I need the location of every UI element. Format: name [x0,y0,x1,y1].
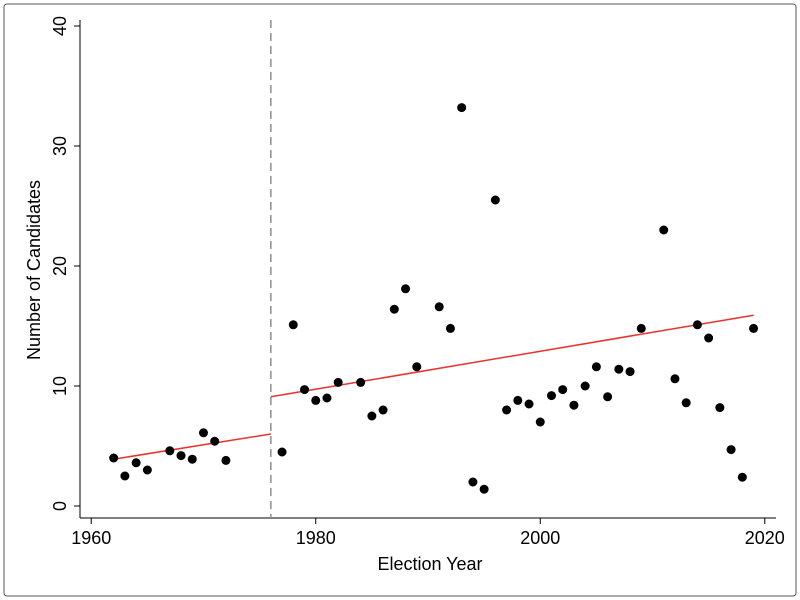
data-point [468,477,478,487]
data-point [704,333,714,343]
x-axis-label: Election Year [377,554,482,574]
data-point [726,445,736,455]
data-point [659,225,669,235]
data-point [401,284,411,294]
data-point [277,447,287,457]
data-point [625,367,635,377]
data-point [715,403,725,413]
data-point [389,304,399,314]
data-point [367,411,377,421]
fit-line [270,314,754,398]
data-point [210,436,220,446]
fit-lines [113,314,754,460]
x-axis: 1960 1980 2000 2020 [71,517,785,548]
data-point [681,398,691,408]
data-point [569,400,579,410]
data-point [322,393,332,403]
x-tick-label: 2020 [745,528,785,548]
data-point [311,395,321,405]
y-tick-label: 30 [50,136,70,156]
data-point [333,377,343,387]
y-tick-label: 20 [50,256,70,276]
data-point [580,381,590,391]
data-point [120,471,130,481]
data-point [513,395,523,405]
data-point [490,195,500,205]
data-point [524,399,534,409]
plot-frame [3,3,797,597]
y-tick-label: 10 [50,376,70,396]
data-point [131,458,141,468]
data-points [109,103,759,494]
data-point [502,405,512,415]
data-point [737,472,747,482]
data-point [109,453,119,463]
data-point [288,320,298,330]
data-point [187,454,197,464]
data-point [412,362,422,372]
data-point [614,364,624,374]
data-point [457,103,467,113]
data-point [692,320,702,330]
data-point [434,302,444,312]
data-point [142,465,152,475]
data-point [165,446,175,456]
data-point [558,385,568,395]
data-point [603,392,613,402]
x-tick-label: 2000 [520,528,560,548]
data-point [479,484,489,494]
y-axis-label: Number of Candidates [24,180,44,360]
data-point [176,451,186,461]
y-axis: 0 10 20 30 40 [50,16,81,518]
x-tick-label: 1960 [71,528,111,548]
fit-line [113,433,271,460]
data-point [670,374,680,384]
y-tick-label: 40 [50,16,70,36]
x-tick-label: 1980 [296,528,336,548]
data-point [749,323,759,333]
data-point [378,405,388,415]
data-point [636,323,646,333]
data-point [356,377,366,387]
data-point [591,362,601,372]
data-point [300,385,310,395]
data-point [198,428,208,438]
data-point [445,323,455,333]
data-point [535,417,545,427]
y-tick-label: 0 [50,501,70,511]
data-point [546,391,556,401]
data-point [221,455,231,465]
